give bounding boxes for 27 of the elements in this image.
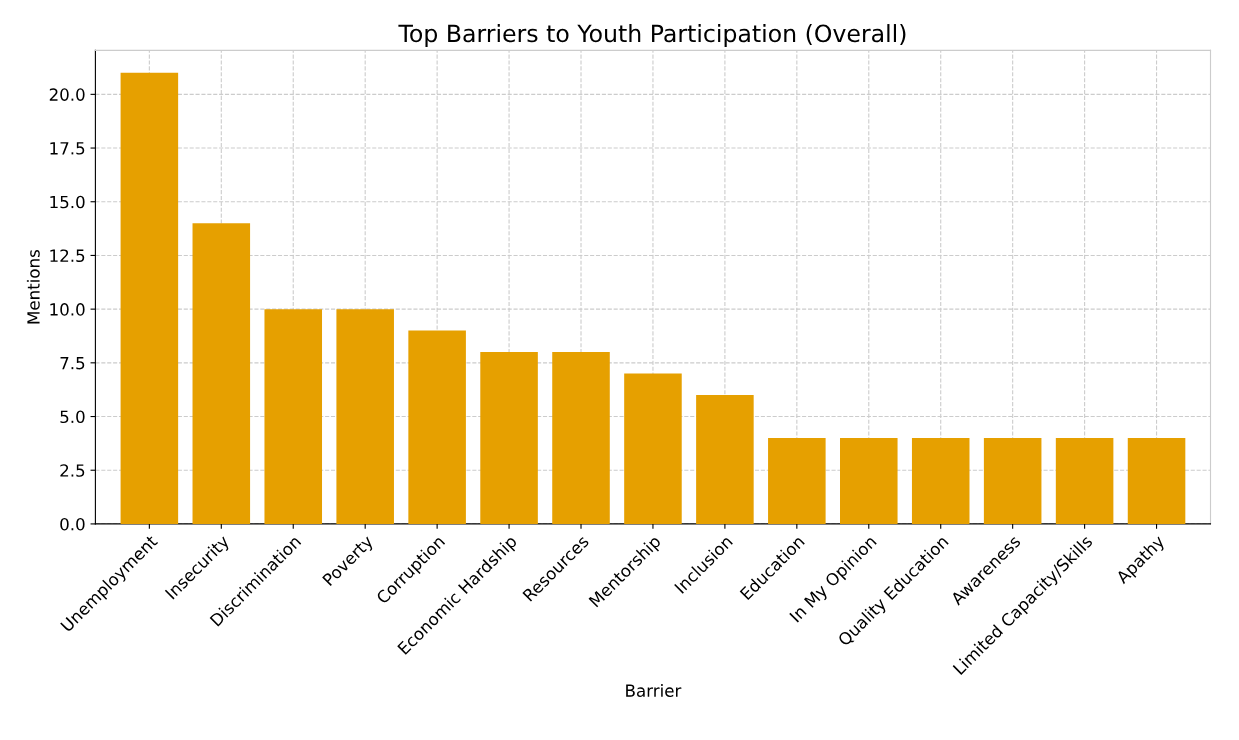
bar (911, 438, 970, 524)
x-axis-title: Barrier (626, 684, 682, 697)
y-tick-label: 2.5 (60, 464, 85, 477)
chart-title: Top Barriers to Youth Participation (Overall) (398, 24, 906, 47)
bar (120, 72, 179, 524)
bar (624, 373, 682, 524)
bar (1055, 438, 1114, 524)
bar (1127, 438, 1186, 524)
y-tick-label: 0.0 (60, 517, 85, 531)
y-tick-label: 17.5 (50, 142, 85, 155)
y-tick-label: 10.0 (50, 303, 85, 316)
bar (408, 330, 466, 524)
y-tick-label: 20.0 (49, 88, 85, 101)
y-axis-title: Mentions (26, 250, 40, 324)
y-tick-label: 12.5 (50, 249, 85, 263)
bar (768, 438, 826, 524)
bar (480, 352, 538, 524)
y-tick-label: 5.0 (60, 410, 85, 424)
y-tick-label: 15.0 (50, 195, 85, 209)
bar (336, 309, 394, 524)
bar (552, 352, 610, 524)
bar (696, 395, 754, 524)
bar (264, 309, 323, 524)
bar (840, 438, 898, 524)
bar (192, 223, 251, 524)
bar (983, 438, 1042, 524)
y-tick-label: 7.5 (60, 357, 85, 370)
